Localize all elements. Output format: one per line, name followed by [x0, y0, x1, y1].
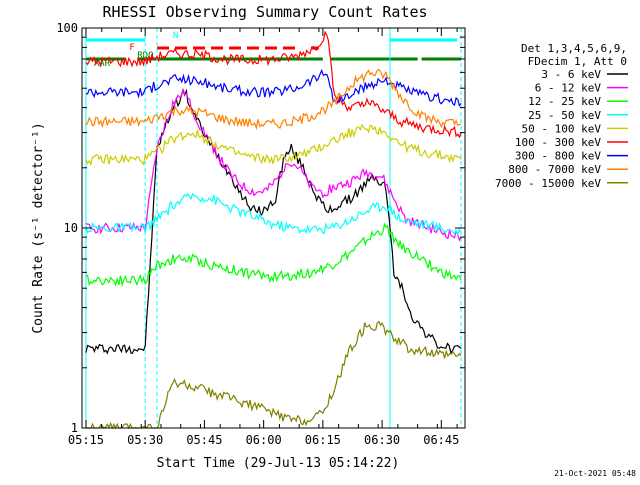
legend-label: 50 - 100 keV	[522, 122, 602, 135]
chart-title: RHESSI Observing Summary Count Rates	[102, 3, 427, 21]
legend-label: 3 - 6 keV	[541, 68, 601, 81]
x-tick-label: 06:00	[246, 433, 282, 447]
series-line-1	[85, 88, 462, 242]
series-line-5	[85, 30, 462, 139]
y-tick-label: 1	[71, 421, 78, 435]
legend-label: 7000 - 15000 keV	[495, 177, 601, 190]
x-tick-label: 05:15	[68, 433, 104, 447]
legend-label: 800 - 7000 keV	[508, 163, 601, 176]
legend-label: 100 - 300 keV	[515, 136, 601, 149]
flag-label-n: N	[173, 31, 178, 41]
y-tick-label: 100	[56, 21, 78, 35]
footer-timestamp: 21-Oct-2021 05:48	[554, 469, 636, 478]
axis-ticks: 05:15 05:30 05:45 06:00 06:15 06:30 06:45 1 10 10…	[56, 21, 465, 447]
x-tick-label: 06:15	[305, 433, 341, 447]
series-line-7	[85, 68, 462, 131]
series-line-8	[85, 320, 462, 430]
x-axis-label: Start Time (29-Jul-13 05:14:22)	[157, 456, 400, 471]
legend-label: 25 - 50 keV	[528, 109, 601, 122]
x-tick-label: 06:30	[364, 433, 400, 447]
x-tick-label: 05:30	[127, 433, 163, 447]
series-line-4	[85, 123, 462, 167]
flag-label-aar: AAR	[94, 59, 111, 69]
series-line-2	[85, 222, 462, 288]
legend-header-line: Det 1,3,4,5,6,9,	[521, 42, 627, 55]
x-tick-label: 05:45	[186, 433, 222, 447]
legend-label: 6 - 12 keV	[535, 82, 602, 95]
x-tick-label: 06:45	[423, 433, 459, 447]
y-tick-label: 10	[64, 221, 78, 235]
legend-label: 300 - 800 keV	[515, 150, 601, 163]
legend: Det 1,3,4,5,6,9,FDecim 1, Att 03 - 6 keV…	[495, 42, 628, 190]
series-layer	[85, 30, 462, 430]
y-axis-label: Count Rate (s⁻¹ detector⁻¹)	[31, 122, 46, 333]
flag-label-f: F	[129, 43, 134, 53]
series-line-6	[85, 68, 462, 107]
series-line-3	[85, 192, 462, 237]
series-line-0	[85, 88, 462, 355]
legend-label: 12 - 25 keV	[528, 95, 601, 108]
legend-header-line: FDecim 1, Att 0	[528, 55, 627, 68]
